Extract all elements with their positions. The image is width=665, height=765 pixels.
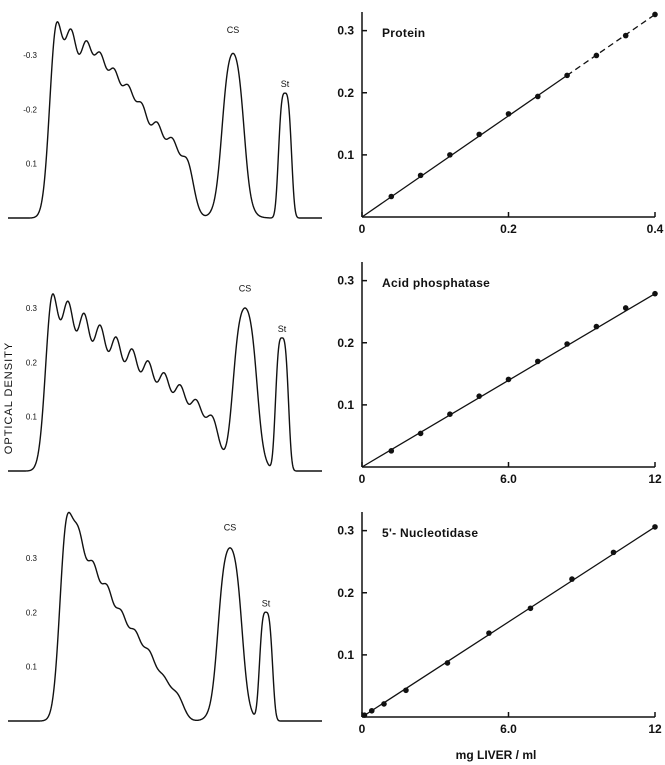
x-tick-label: 6.0 [500, 722, 517, 736]
trace-curve [8, 511, 322, 722]
data-point [652, 290, 658, 297]
cs-peak-label: CS [239, 283, 252, 293]
trace-tick-label: -0.2 [23, 105, 37, 114]
x-axis-label: mg LIVER / ml [456, 748, 537, 762]
y-tick-label: 0.1 [337, 398, 354, 412]
data-point [622, 32, 629, 39]
cs-peak-label: CS [224, 522, 237, 532]
trace-tick-label: 0.2 [26, 358, 38, 367]
data-point [388, 193, 395, 200]
chart-title: Protein [382, 26, 425, 40]
data-point [564, 341, 570, 347]
chart-2: 0.1 0.2 0.3 0 6.0 12 Acid phosphatase [337, 262, 662, 486]
y-tick-label: 0.1 [337, 648, 354, 662]
densitometer-traces: -0.3 -0.2 0.1 CS St 0.3 0.2 0.1 CS St 0.3 0.2 0.1 CS S… [8, 21, 322, 722]
cs-peak-label: CS [227, 25, 240, 35]
data-point [361, 712, 368, 718]
data-point [535, 93, 541, 100]
y-tick-label: 0.2 [337, 336, 354, 350]
y-axis-label: OPTICAL DENSITY [3, 342, 15, 454]
y-tick-label: 0.1 [337, 148, 354, 162]
chart-title: Acid phosphatase [382, 276, 490, 290]
data-point [388, 448, 395, 454]
trace-tick-label: 0.1 [26, 663, 38, 672]
x-tick-label: 0 [359, 222, 366, 236]
x-tick-label: 6.0 [500, 472, 517, 486]
data-point [527, 605, 534, 612]
trace-2: 0.3 0.2 0.1 CS St [8, 283, 322, 472]
data-point [610, 549, 617, 556]
data-point [368, 707, 375, 714]
trace-curve [8, 293, 322, 472]
data-point [403, 687, 409, 694]
data-point [447, 411, 453, 417]
data-point [476, 131, 483, 138]
data-point [447, 152, 453, 158]
fit-line [361, 74, 568, 218]
x-tick-label: 0 [359, 722, 366, 736]
trace-curve [8, 21, 322, 219]
chart-title: 5'- Nucleotidase [382, 526, 478, 540]
data-point [505, 111, 512, 117]
data-point [569, 576, 575, 582]
data-point [593, 323, 600, 330]
data-point [417, 430, 424, 437]
st-peak-label: St [278, 324, 287, 334]
data-point [476, 393, 483, 399]
data-point [486, 630, 492, 636]
y-tick-label: 0.3 [337, 524, 354, 538]
data-point [652, 11, 658, 18]
trace-tick-label: 0.3 [26, 304, 38, 313]
fit-line [361, 526, 656, 718]
x-tick-label: 0.4 [647, 222, 664, 236]
data-point [381, 701, 387, 707]
trace-tick-label: 0.1 [26, 160, 38, 169]
y-tick-label: 0.3 [337, 24, 354, 38]
trace-tick-label: -0.3 [23, 51, 37, 60]
data-point [417, 172, 424, 179]
chart-1: 0.1 0.2 0.3 0 0.2 0.4 Protein [337, 11, 664, 236]
data-point [505, 376, 512, 383]
data-point [593, 52, 600, 59]
trace-3: 0.3 0.2 0.1 CS St [8, 511, 322, 722]
data-point [652, 524, 658, 530]
trace-1: -0.3 -0.2 0.1 CS St [8, 21, 322, 219]
data-point [444, 660, 451, 666]
calibration-charts: 0.1 0.2 0.3 0 0.2 0.4 Protein 0.1 0.2 0.3 0 6.0 12 Ac… [337, 11, 664, 736]
x-tick-label: 12 [648, 472, 662, 486]
trace-tick-label: 0.2 [26, 608, 38, 617]
fit-line-extrapolated [566, 13, 656, 76]
data-point [622, 305, 629, 311]
st-peak-label: St [281, 79, 290, 89]
x-tick-label: 12 [648, 722, 662, 736]
x-tick-label: 0.2 [500, 222, 517, 236]
trace-tick-label: 0.3 [26, 554, 38, 563]
st-peak-label: St [262, 598, 271, 608]
y-tick-label: 0.2 [337, 86, 354, 100]
y-tick-label: 0.2 [337, 586, 354, 600]
y-tick-label: 0.3 [337, 274, 354, 288]
chart-3: 0.1 0.2 0.3 0 6.0 12 5'- Nucleotidase [337, 512, 662, 736]
data-point [564, 72, 570, 79]
trace-tick-label: 0.1 [26, 413, 38, 422]
x-tick-label: 0 [359, 472, 366, 486]
data-point [535, 358, 541, 365]
